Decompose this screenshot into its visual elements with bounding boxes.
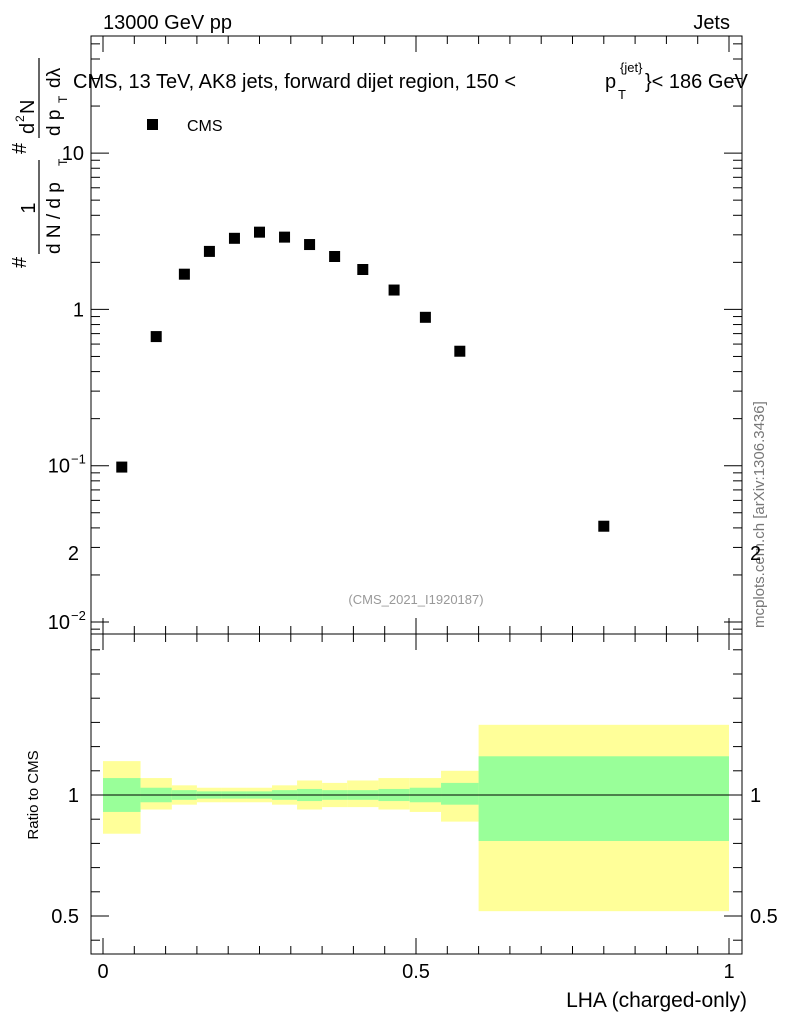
title-p-text: p — [605, 71, 616, 93]
x-tick-label: 0.5 — [402, 961, 430, 983]
x-axis-tick-labels: 0 0.5 1 — [97, 961, 734, 983]
title-main-text: CMS, 13 TeV, AK8 jets, forward dijet reg… — [73, 71, 516, 93]
ratio-y-tick-label-right: 0.5 — [750, 906, 778, 928]
ylabel-num2-d: d — [17, 123, 39, 134]
x-axis-ticks — [102, 36, 730, 954]
analysis-watermark: (CMS_2021_I1920187) — [348, 592, 483, 607]
y-tick-label: 10 — [48, 612, 70, 634]
ylabel-den2-sub: T — [56, 95, 70, 103]
cms-data-markers — [116, 226, 610, 532]
data-point — [304, 239, 316, 251]
ratio-y-tick-label-left: 2 — [68, 543, 79, 565]
ratio-y-tick-label-left: 0.5 — [51, 906, 79, 928]
ylabel-hash: # — [9, 256, 31, 268]
ylabel-den2: d p — [44, 110, 65, 136]
ylabel-num2-sup: 2 — [13, 115, 27, 122]
ratio-y-tick-label-right: 1 — [750, 785, 761, 807]
y-tick-label-exponent: −1 — [71, 452, 86, 467]
ylabel-frac-num: 1 — [18, 202, 40, 213]
x-tick-label: 1 — [723, 961, 734, 983]
legend-marker — [147, 119, 158, 130]
y-tick-label: 10 — [62, 143, 84, 165]
data-point — [279, 231, 291, 243]
header-jets-label: Jets — [693, 12, 730, 34]
data-point — [329, 250, 341, 262]
ylabel-hash2: # — [9, 142, 31, 154]
ratio-uncertainty-bands — [103, 724, 729, 912]
mcplots-side-label: mcplots.cern.ch [arXiv:1306.3436] — [751, 401, 768, 628]
data-point — [388, 284, 400, 296]
ratio-y-tick-label-right: 2 — [750, 543, 761, 565]
y-tick-label-exponent: −2 — [71, 608, 86, 623]
ylabel-frac-den: d N / d p — [44, 182, 65, 254]
data-point — [598, 520, 610, 532]
ratio-y-tick-label-left: 1 — [68, 785, 79, 807]
data-point — [228, 232, 240, 244]
header-energy-label: 13000 GeV pp — [103, 12, 232, 34]
legend-label: CMS — [187, 118, 223, 135]
x-axis-label: LHA (charged-only) — [566, 989, 747, 1012]
ratio-y-axis-label: Ratio to CMS — [25, 750, 42, 839]
ylabel-den2-tail: dλ — [44, 67, 65, 88]
data-point — [116, 461, 128, 473]
x-tick-label: 0 — [97, 961, 108, 983]
y-tick-label: 1 — [73, 299, 84, 321]
ratio-band-green — [478, 756, 729, 841]
main-title: CMS, 13 TeV, AK8 jets, forward dijet reg… — [73, 60, 749, 102]
title-sup-text: {jet} — [620, 60, 643, 75]
data-point — [203, 245, 215, 257]
data-point — [254, 226, 265, 238]
main-y-ticks — [91, 43, 742, 630]
data-point — [357, 264, 369, 276]
ylabel-frac-den-sub: T — [56, 158, 70, 166]
ratio-y-tick-labels: 2 2 1 1 0.5 0.5 — [51, 543, 778, 928]
ratio-band-green — [441, 782, 479, 805]
ratio-y-ticks — [91, 649, 742, 941]
data-point — [454, 345, 466, 357]
data-point — [178, 268, 190, 280]
title-sub-text: T — [618, 87, 626, 102]
main-y-axis-label: # 1 d N / d p T # d 2 N d p T dλ — [9, 58, 70, 268]
y-tick-label: 10 — [48, 456, 70, 478]
ylabel-num2-n: N — [17, 100, 39, 114]
title-end-text: }< 186 GeV — [645, 71, 749, 93]
data-point — [150, 331, 162, 343]
data-point — [419, 311, 431, 323]
